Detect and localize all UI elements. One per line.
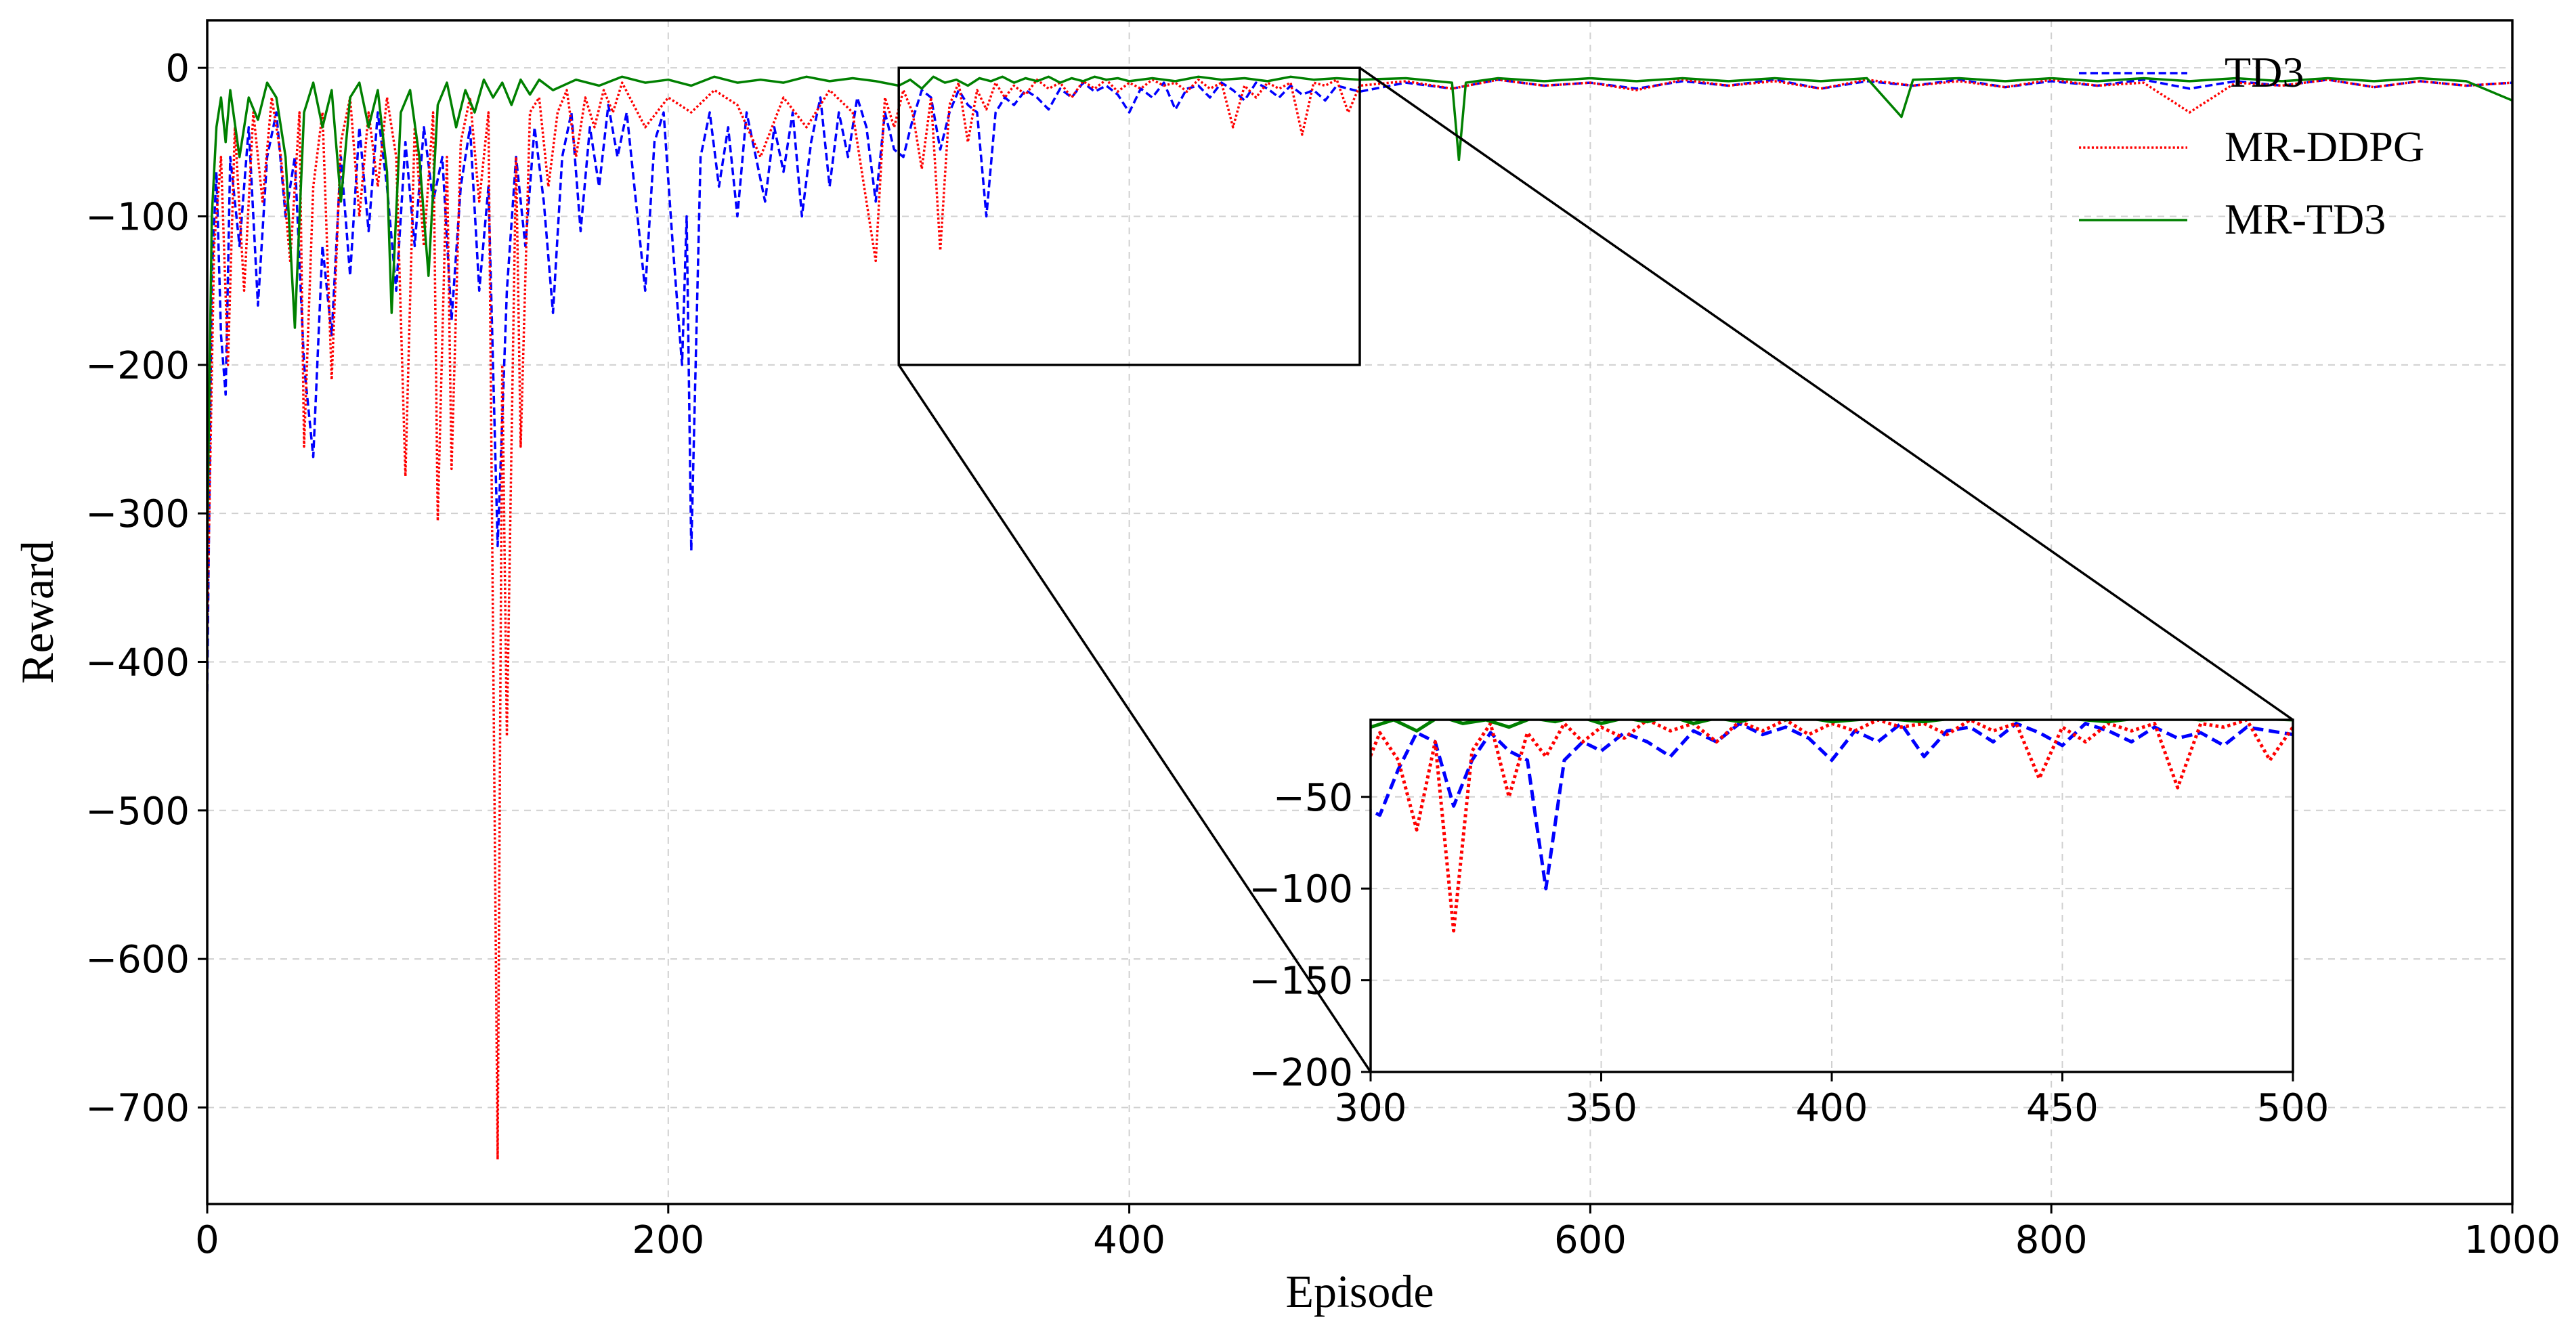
legend-label-td3: TD3 bbox=[2225, 48, 2304, 96]
x-tick-label-1: 200 bbox=[632, 1218, 704, 1262]
legend-label-mr-td3: MR-TD3 bbox=[2225, 195, 2386, 243]
y-tick-label-6: −600 bbox=[85, 938, 190, 982]
plot-frame bbox=[206, 19, 2514, 1205]
x-axis-title: Episode bbox=[1285, 1266, 1434, 1317]
inset-x-tick-label-1: 350 bbox=[1565, 1086, 1637, 1130]
x-tick-label-3: 600 bbox=[1554, 1218, 1627, 1262]
series-line-td3 bbox=[207, 78, 2512, 692]
y-tick-label-0: 0 bbox=[165, 47, 190, 91]
y-tick-label-2: −200 bbox=[85, 344, 190, 388]
inset-y-tick-label-3: −200 bbox=[1249, 1051, 1353, 1095]
inset-y-tick-label-0: −50 bbox=[1273, 776, 1353, 820]
y-tick-label-7: −700 bbox=[85, 1086, 190, 1130]
y-tick-label-4: −400 bbox=[85, 641, 190, 685]
legend-label-mr-ddpg: MR-DDPG bbox=[2225, 123, 2424, 171]
y-axis-title: Reward bbox=[12, 540, 63, 683]
x-tick-label-5: 1000 bbox=[2464, 1218, 2561, 1262]
inset-y-tick-label-1: −100 bbox=[1249, 867, 1353, 911]
series-line-mr-td3 bbox=[207, 75, 2512, 544]
x-tick-label-2: 400 bbox=[1093, 1218, 1165, 1262]
inset-y-tick-label-2: −150 bbox=[1249, 960, 1353, 1004]
inset-x-tick-label-3: 450 bbox=[2026, 1086, 2099, 1130]
inset-x-tick-label-0: 300 bbox=[1335, 1086, 1407, 1130]
inset-x-tick-label-4: 500 bbox=[2257, 1086, 2330, 1130]
inset-x-tick-label-2: 400 bbox=[1796, 1086, 1868, 1130]
zoom-connector-left bbox=[897, 364, 1372, 1073]
inset-series-line-mr-ddpg bbox=[1371, 720, 2293, 932]
x-tick-label-4: 800 bbox=[2015, 1218, 2088, 1262]
y-tick-label-1: −100 bbox=[85, 196, 190, 240]
zoom-connector-right bbox=[1358, 66, 2294, 721]
zoom-box bbox=[897, 66, 1361, 366]
y-tick-label-5: −500 bbox=[85, 790, 190, 834]
series-line-mr-ddpg bbox=[207, 78, 2512, 1161]
x-tick-label-0: 0 bbox=[195, 1218, 219, 1262]
y-tick-label-3: −300 bbox=[85, 492, 190, 536]
